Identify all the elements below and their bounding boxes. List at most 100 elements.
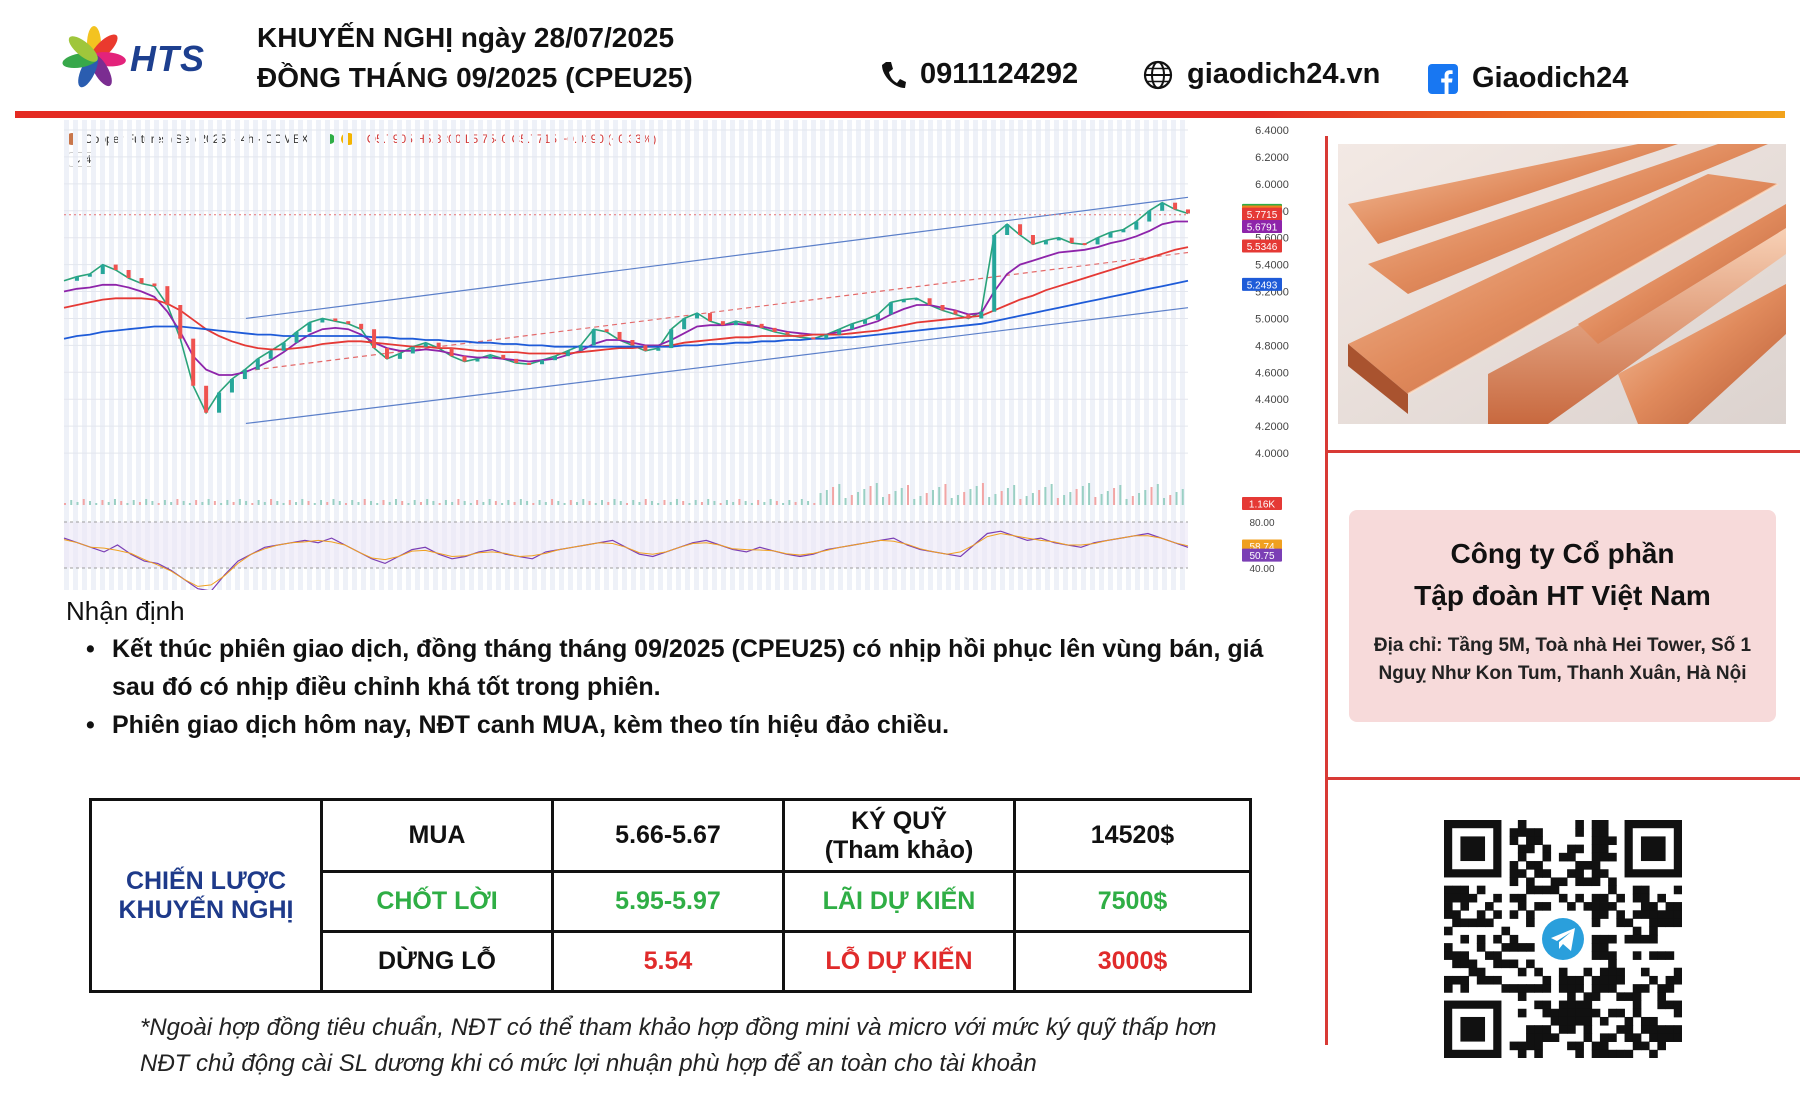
price-label-box xyxy=(1242,207,1282,221)
price-candle xyxy=(992,235,997,312)
bullet-dot: • xyxy=(86,711,95,739)
qr-module xyxy=(1599,975,1609,985)
volume-bar xyxy=(1131,496,1134,505)
volume-bar xyxy=(832,487,835,505)
price-candle xyxy=(165,286,170,305)
volume-bar xyxy=(501,503,504,505)
price-candle xyxy=(1005,224,1010,235)
volume-bar xyxy=(251,503,254,505)
qr-module xyxy=(1583,1000,1593,1010)
price-label-box xyxy=(1242,277,1282,291)
price-label: 5.6791 xyxy=(1247,223,1278,234)
qr-module xyxy=(1632,893,1642,903)
background-stripe xyxy=(325,120,330,590)
qr-module xyxy=(1640,967,1650,977)
qr-module xyxy=(1608,1033,1617,1042)
qr-module xyxy=(1599,869,1609,878)
volume-bar xyxy=(1125,499,1128,505)
qr-module xyxy=(1476,910,1486,919)
qr-module xyxy=(1616,893,1625,903)
price-candle xyxy=(242,369,247,380)
background-stripe xyxy=(811,120,816,590)
background-stripe xyxy=(676,120,681,590)
qr-module xyxy=(1591,902,1601,911)
price-candle xyxy=(178,305,183,339)
website-link[interactable]: giaodich24.vn xyxy=(1143,58,1380,91)
qr-module xyxy=(1534,1033,1543,1042)
price-candle xyxy=(604,329,609,332)
background-stripe xyxy=(1009,120,1014,590)
volume-bar xyxy=(163,500,166,505)
volume-bar xyxy=(763,502,766,505)
qr-module xyxy=(1558,1008,1568,1018)
channel-lower-line xyxy=(245,307,1189,425)
qr-module xyxy=(1558,893,1568,903)
qr-module xyxy=(1575,984,1584,993)
background-stripe xyxy=(1153,120,1158,590)
price-candle xyxy=(320,318,325,323)
price-candle xyxy=(759,323,764,328)
volume-bar xyxy=(295,502,298,505)
qr-module xyxy=(1444,975,1453,985)
y-tick-label: 4.8000 xyxy=(1255,340,1289,352)
qr-module xyxy=(1444,902,1453,911)
qr-module xyxy=(1575,820,1584,829)
price-candle xyxy=(565,350,570,357)
qr-module xyxy=(1599,836,1609,846)
qr-module xyxy=(1575,828,1584,837)
qr-module xyxy=(1591,943,1601,952)
qr-module xyxy=(1599,893,1609,903)
qr-module xyxy=(1567,1000,1576,1010)
oscillator-band xyxy=(64,522,1188,568)
price-candle xyxy=(682,318,687,330)
price-candle xyxy=(927,298,932,305)
volume-bar xyxy=(101,500,104,505)
qr-module xyxy=(1550,1033,1560,1042)
price-candle xyxy=(837,329,842,335)
volume-bar xyxy=(1119,485,1122,505)
volume-bar xyxy=(1050,484,1053,505)
qr-module xyxy=(1673,1008,1682,1018)
volume-bar xyxy=(432,501,435,505)
analysis-title: Nhận định xyxy=(66,596,185,626)
background-stripe xyxy=(892,120,897,590)
facebook-link[interactable]: Giaodich24 xyxy=(1428,62,1628,95)
price-candle xyxy=(333,318,338,322)
background-stripe xyxy=(64,120,69,590)
qr-module xyxy=(1526,877,1535,887)
strategy-table: CHIẾN LƯỢC KHUYẾN NGHỊ MUA 5.66-5.67 KÝ … xyxy=(89,798,1252,993)
volume-bar xyxy=(120,501,123,505)
phone-contact[interactable]: 0911124292 xyxy=(880,58,1078,91)
volume-bar xyxy=(70,500,73,505)
background-stripe xyxy=(406,120,411,590)
qr-module xyxy=(1509,959,1519,969)
background-stripe xyxy=(343,120,348,590)
qr-module xyxy=(1501,943,1511,952)
volume-bar xyxy=(238,499,241,505)
background-stripe xyxy=(478,120,483,590)
qr-module xyxy=(1591,951,1601,960)
volume-bar xyxy=(913,499,916,505)
price-candle xyxy=(824,334,829,339)
globe-icon xyxy=(1143,60,1173,89)
qr-module xyxy=(1517,869,1527,878)
price-candle xyxy=(514,358,519,363)
y-tick-label: 5.0000 xyxy=(1255,313,1289,325)
qr-module xyxy=(1649,1049,1658,1058)
volume-bar xyxy=(626,503,628,505)
background-stripe xyxy=(1018,120,1023,590)
price-candle xyxy=(1043,240,1048,245)
volume-bar xyxy=(538,500,541,505)
price-candle xyxy=(152,283,157,287)
channel-upper-line xyxy=(245,196,1189,320)
price-candle xyxy=(449,348,454,357)
background-stripe xyxy=(424,120,429,590)
qr-module xyxy=(1509,877,1519,887)
qr-module xyxy=(1460,934,1470,944)
qr-module xyxy=(1591,918,1601,928)
qr-module xyxy=(1608,975,1617,985)
qr-module xyxy=(1599,828,1609,837)
telegram-qr-code[interactable] xyxy=(1444,820,1682,1058)
background-stripe xyxy=(244,120,249,590)
qr-module xyxy=(1599,1033,1609,1042)
